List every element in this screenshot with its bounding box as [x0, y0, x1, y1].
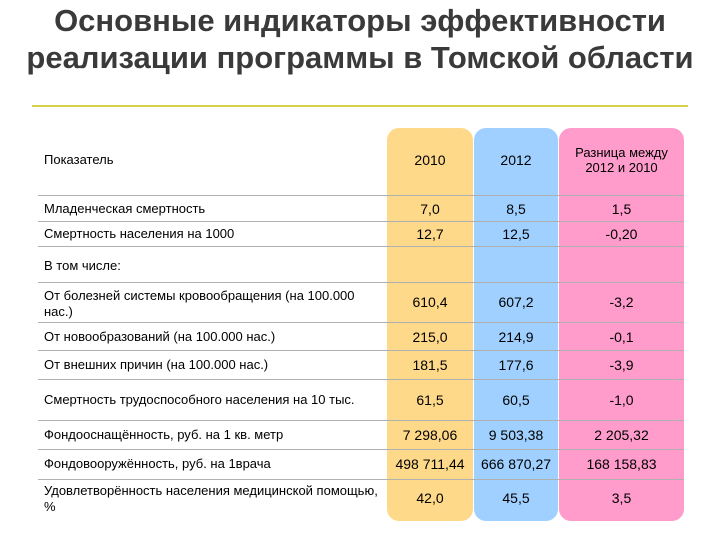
- row-label: От новообразований (на 100.000 нас.): [44, 329, 276, 344]
- row-label: Младенческая смертность: [44, 201, 206, 216]
- cell-2012: 8,5: [506, 201, 526, 217]
- row-label: От внешних причин (на 100.000 нас.): [44, 357, 269, 372]
- row-label: От болезней системы кровообращения (на 1…: [44, 288, 355, 319]
- cell-diff: -1,0: [609, 392, 634, 408]
- row-divider: [38, 449, 684, 450]
- cell-2010: 181,5: [412, 357, 448, 373]
- cell-diff: -3,9: [609, 357, 634, 373]
- cell-diff: 1,5: [611, 201, 632, 217]
- header-2010: 2010: [414, 152, 446, 168]
- row-divider: [38, 420, 684, 421]
- row-label: Смертность трудоспособного населения на …: [44, 392, 355, 407]
- row-divider: [38, 479, 684, 480]
- cell-diff: 168 158,83: [586, 456, 657, 472]
- cell-2012: 607,2: [498, 294, 534, 310]
- row-divider: [38, 322, 684, 323]
- cell-2012: 12,5: [502, 226, 530, 242]
- cell-2010: 7,0: [420, 201, 440, 217]
- cell-2012: 177,6: [498, 357, 534, 373]
- cell-2012: 45,5: [502, 490, 530, 506]
- page-title: Основные индикаторы эффективности реализ…: [26, 3, 694, 75]
- cell-2012: 214,9: [498, 329, 534, 345]
- row-label: Удовлетворённость населения медицинской …: [44, 483, 378, 514]
- cell-2010: 42,0: [416, 490, 444, 506]
- row-divider: [38, 282, 684, 283]
- cell-2010: 215,0: [412, 329, 448, 345]
- cell-2010: 7 298,06: [402, 427, 458, 443]
- cell-diff: 3,5: [611, 490, 632, 506]
- cell-2010: 12,7: [416, 226, 444, 242]
- row-divider: [38, 221, 684, 222]
- cell-2010: 498 711,44: [395, 456, 465, 472]
- cell-2012: 666 870,27: [480, 456, 552, 472]
- row-label: Фондовооружённость, руб. на 1врача: [44, 456, 271, 471]
- cell-diff: -0,1: [609, 329, 634, 345]
- cell-2012: 9 503,38: [488, 427, 544, 443]
- row-label: Фондооснащённость, руб. на 1 кв. метр: [44, 427, 284, 442]
- header-indicator: Показатель: [44, 152, 114, 167]
- cell-2012: 60,5: [502, 392, 530, 408]
- row-divider: [38, 195, 684, 196]
- column-diff-background: [559, 128, 684, 521]
- column-2010-background: [387, 128, 473, 521]
- header-diff: Разница между 2012 и 2010: [575, 145, 668, 175]
- row-divider: [38, 246, 684, 247]
- row-label: Смертность населения на 1000: [44, 226, 235, 241]
- row-divider: [38, 350, 684, 351]
- cell-diff: 2 205,32: [594, 427, 649, 443]
- row-divider: [38, 379, 684, 380]
- column-2012-background: [474, 128, 558, 521]
- header-2012: 2012: [500, 152, 532, 168]
- title-divider: [32, 105, 688, 107]
- cell-diff: -3,2: [609, 294, 634, 310]
- row-label: В том числе:: [44, 258, 121, 273]
- cell-diff: -0,20: [605, 226, 638, 242]
- cell-2010: 61,5: [416, 392, 444, 408]
- cell-2010: 610,4: [412, 294, 448, 310]
